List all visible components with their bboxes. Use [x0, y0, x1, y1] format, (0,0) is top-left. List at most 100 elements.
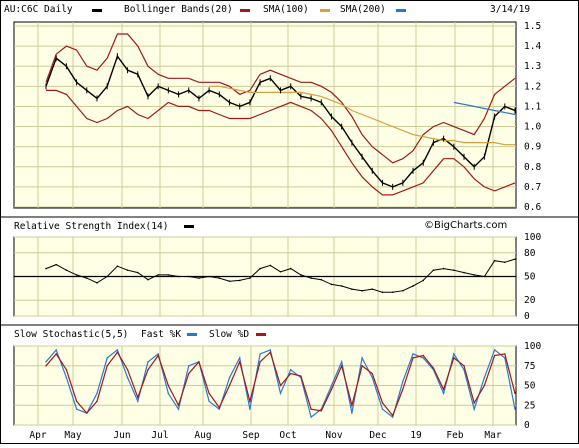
x-tick-label: Sep — [242, 430, 259, 441]
rsi-point — [269, 264, 272, 267]
stoch-series-layer — [45, 348, 516, 419]
rsi-point — [96, 282, 98, 284]
fast-k-point — [239, 357, 241, 359]
fast-k-point — [340, 361, 343, 363]
rsi-point — [422, 279, 425, 282]
fast-k-point — [65, 376, 68, 379]
stoch-slow-label: Slow %D — [209, 329, 249, 340]
slow-d-point — [228, 384, 231, 387]
slow-d-point — [157, 354, 159, 357]
y-tick-label: 75 — [524, 361, 535, 372]
y-tick-label: 1.0 — [524, 122, 541, 133]
bollinger-lower-line — [46, 89, 516, 196]
slow-d-point — [86, 412, 88, 414]
y-tick-label: 50 — [524, 272, 536, 283]
rsi-point — [218, 277, 221, 279]
fast-k-point — [279, 392, 282, 395]
slow-d-point — [432, 367, 435, 369]
fast-k-point — [208, 400, 210, 402]
rsi-point — [514, 258, 516, 260]
fast-k-point — [137, 400, 139, 402]
slow-d-point — [147, 369, 149, 371]
rsi-point — [75, 274, 78, 276]
swatch-dash-icon — [187, 333, 197, 336]
rsi-point — [167, 274, 170, 276]
rsi-point — [45, 267, 47, 270]
slow-d-point — [116, 351, 119, 354]
rsi-point — [391, 291, 394, 294]
swatch-dash-icon — [396, 9, 406, 12]
rsi-point — [198, 277, 200, 279]
fast-k-point — [45, 361, 47, 363]
slow-d-point — [126, 369, 129, 371]
slow-d-point — [167, 384, 170, 387]
slow-d-point — [442, 388, 445, 391]
fast-k-point — [330, 384, 333, 387]
slow-d-point — [300, 375, 302, 377]
rsi-point — [320, 278, 323, 281]
rsi-point — [300, 274, 302, 276]
rsi-point — [453, 269, 455, 271]
slow-d-point — [269, 351, 272, 354]
slow-d-point — [65, 369, 68, 371]
rsi-point — [85, 277, 88, 279]
rsi-point — [442, 267, 445, 270]
fast-k-point — [259, 353, 261, 355]
slow-d-point — [310, 408, 312, 410]
y-tick-label: 100 — [524, 232, 541, 243]
slow-d-point — [177, 404, 180, 406]
bollinger-upper-line — [45, 33, 516, 164]
fast-k-point — [269, 349, 272, 351]
rsi-point — [279, 270, 282, 273]
x-axis: Apr May Jun Jul Aug Sep Oct Nov Dec 19 Feb Mar — [29, 430, 501, 441]
rsi-point — [126, 269, 129, 271]
rsi-point — [228, 280, 231, 283]
fast-k-point — [514, 408, 516, 410]
legend-label-sma100: SMA(100) — [263, 4, 309, 15]
x-tick-label: Dec — [369, 430, 386, 441]
fast-k-point — [228, 376, 231, 379]
fast-k-point — [55, 349, 57, 351]
y-tick-label: 0 — [524, 420, 530, 431]
fast-k-point — [371, 376, 373, 379]
slow-d-point — [473, 402, 475, 404]
y-tick-label: 100 — [524, 341, 541, 352]
rsi-point — [371, 288, 374, 290]
fast-k-point — [289, 369, 292, 371]
rsi-point — [504, 261, 506, 264]
rsi-point — [187, 275, 190, 278]
slow-d-point — [188, 372, 190, 375]
y-tick-label: 1.5 — [524, 21, 541, 32]
fast-k-point — [473, 408, 475, 410]
rsi-point — [116, 265, 119, 268]
x-tick-label: Nov — [325, 430, 342, 441]
rsi-point — [402, 289, 404, 292]
fast-k-point — [188, 365, 190, 367]
x-tick-label: Mar — [484, 430, 501, 441]
slow-d-point — [279, 384, 282, 387]
slow-d-point — [55, 353, 57, 355]
legend-label-sma200: SMA(200) — [340, 4, 386, 15]
slow-d-point — [137, 396, 139, 399]
fast-k-point — [167, 392, 170, 395]
fast-k-point — [493, 349, 496, 351]
stoch-y-axis: 100 75 50 25 0 — [524, 341, 541, 431]
watermark: ©BigCharts.com — [424, 220, 507, 231]
rsi-y-axis: 100 80 50 20 0 — [524, 232, 541, 322]
price-legend: AU:C6C Daily Bollinger Bands(20) SMA(100… — [4, 4, 406, 15]
fast-k-point — [96, 392, 98, 395]
slow-d-point — [453, 357, 455, 359]
sma100-line — [209, 85, 515, 146]
y-tick-label: 25 — [524, 400, 535, 411]
fast-k-point — [483, 376, 486, 379]
rsi-point — [177, 275, 180, 278]
legend-label-bollinger: Bollinger Bands(20) — [124, 4, 233, 15]
y-tick-label: 0.6 — [524, 202, 541, 213]
rsi-point — [147, 278, 149, 281]
rsi-point — [483, 275, 486, 278]
slow-d-point — [218, 406, 221, 409]
slow-d-point — [412, 357, 414, 359]
rsi-point — [473, 274, 476, 276]
fast-k-point — [412, 353, 414, 355]
stoch-fast-label: Fast %K — [141, 329, 181, 340]
